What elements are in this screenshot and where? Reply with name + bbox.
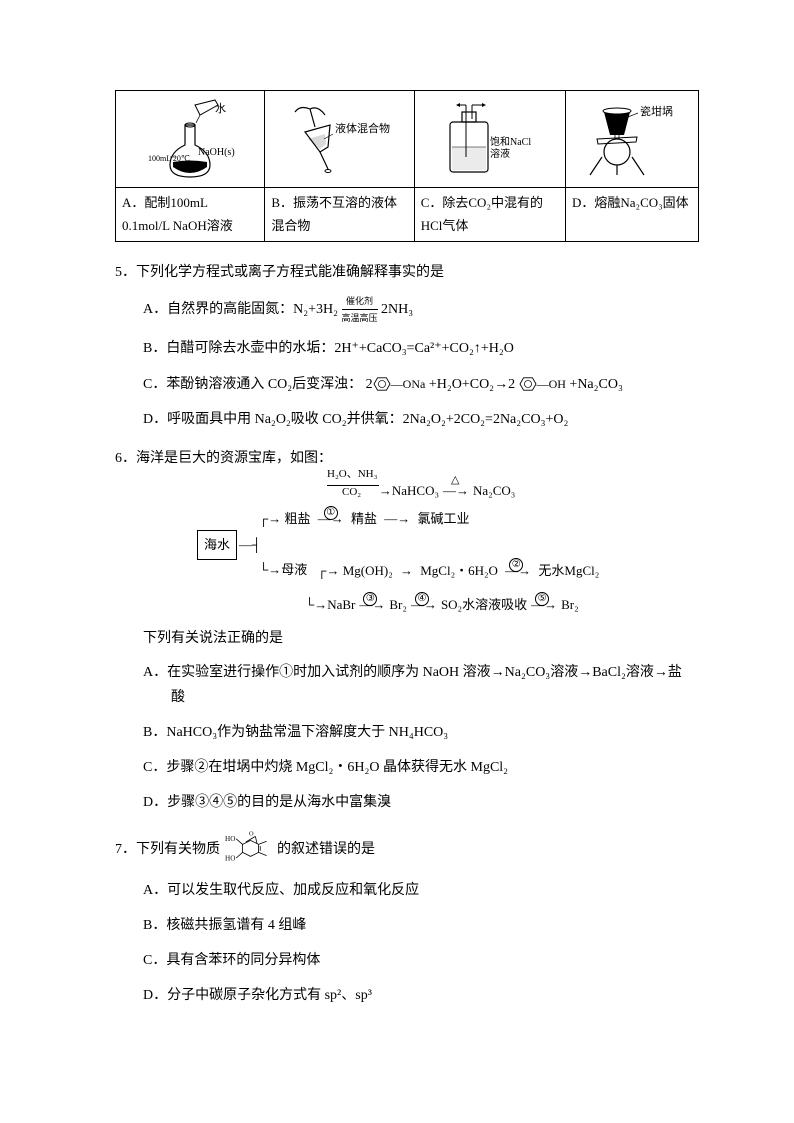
funnel-diagram: 液体混合物 [271, 94, 407, 184]
benzene-icon [519, 376, 537, 392]
seawater-flow-diagram: H₂O、NH₃ CO₂ → NaHCO₃ △ —→ Na₂CO₃ ┌→ 粗盐 [197, 479, 617, 616]
q7-opt-b: B．核磁共振氢谱有 4 组峰 [143, 913, 699, 938]
cell-c-image: 饱和NaCl 溶液 [414, 91, 565, 188]
svg-text:HO: HO [225, 835, 235, 843]
molecule-structure: HO HO O [224, 830, 274, 870]
q5-opt-a: A．自然界的高能固氮：N₂+3H₂ 催化剂 高温高压 2NH₃ [143, 293, 699, 326]
svg-text:NaOH(s): NaOH(s) [198, 147, 235, 158]
q6-opt-c: C．步骤②在坩埚中灼烧 MgCl₂・6H₂O 晶体获得无水 MgCl₂ [143, 755, 699, 780]
svg-text:饱和NaCl: 饱和NaCl [490, 136, 531, 148]
q5-opt-b: B．白醋可除去水壶中的水垢：2H⁺+CaCO₃=Ca²⁺+CO₂↑+H₂O [143, 336, 699, 361]
q6-mid: 下列有关说法正确的是 [115, 626, 699, 651]
reaction-condition: 催化剂 高温高压 [342, 293, 378, 326]
svg-text:水: 水 [215, 102, 226, 115]
q7-stem: 7．下列有关物质 HO HO O 的叙述错误的是 [115, 830, 699, 870]
cell-a-text: A．配制100mL 0.1mol/L NaOH溶液 [116, 188, 265, 242]
svg-text:溶液: 溶液 [490, 147, 510, 160]
flask-diagram: 水 NaOH(s) 100mL 20℃ [122, 94, 258, 184]
q7-opt-d: D．分子中碳原子杂化方式有 sp²、sp³ [143, 983, 699, 1008]
washing-bottle-diagram: 饱和NaCl 溶液 [421, 94, 559, 184]
seawater-box: 海水 [197, 530, 237, 559]
svg-text:O: O [249, 830, 254, 837]
cell-c-text: C．除去CO₂中混有的HCl气体 [414, 188, 565, 242]
apparatus-table: 水 NaOH(s) 100mL 20℃ 液体混合物 [115, 90, 699, 242]
benzene-icon [373, 376, 391, 392]
question-6: 6．海洋是巨大的资源宝库，如图： H₂O、NH₃ CO₂ → NaHCO₃ △ … [115, 446, 699, 816]
svg-text:100mL 20℃: 100mL 20℃ [148, 154, 190, 163]
q7-opt-a: A．可以发生取代反应、加成反应和氧化反应 [143, 878, 699, 903]
cell-d-image: 瓷坩埚 [565, 91, 698, 188]
cell-b-text: B．振荡不互溶的液体混合物 [265, 188, 414, 242]
cell-d-text: D．熔融Na₂CO₃固体 [565, 188, 698, 242]
crucible-diagram: 瓷坩埚 [572, 94, 692, 184]
q7-opt-c: C．具有含苯环的同分异构体 [143, 948, 699, 973]
svg-text:液体混合物: 液体混合物 [335, 121, 390, 135]
q5-opt-d: D．呼吸面具中用 Na₂O₂吸收 CO₂并供氧：2Na₂O₂+2CO₂=2Na₂… [143, 407, 699, 432]
question-5: 5．下列化学方程式或离子方程式能准确解释事实的是 A．自然界的高能固氮：N₂+3… [115, 260, 699, 432]
cell-a-image: 水 NaOH(s) 100mL 20℃ [116, 91, 265, 188]
q6-opt-b: B．NaHCO₃作为钠盐常温下溶解度大于 NH₄HCO₃ [143, 720, 699, 745]
cell-b-image: 液体混合物 [265, 91, 414, 188]
q5-opt-c: C．苯酚钠溶液通入 CO₂后变浑浊： 2—ONa +H₂O+CO₂→2 —OH … [143, 372, 699, 397]
q6-stem: 6．海洋是巨大的资源宝库，如图： [115, 446, 699, 471]
svg-text:HO: HO [225, 854, 235, 862]
svg-text:瓷坩埚: 瓷坩埚 [640, 104, 673, 118]
q6-opt-a: A．在实验室进行操作①时加入试剂的顺序为 NaOH 溶液→Na₂CO₃溶液→Ba… [143, 660, 699, 710]
q6-opt-d: D．步骤③④⑤的目的是从海水中富集溴 [143, 790, 699, 815]
question-7: 7．下列有关物质 HO HO O 的叙述错误的是 A．可以发生取代反应、加成反应… [115, 830, 699, 1009]
q5-stem: 5．下列化学方程式或离子方程式能准确解释事实的是 [115, 260, 699, 285]
